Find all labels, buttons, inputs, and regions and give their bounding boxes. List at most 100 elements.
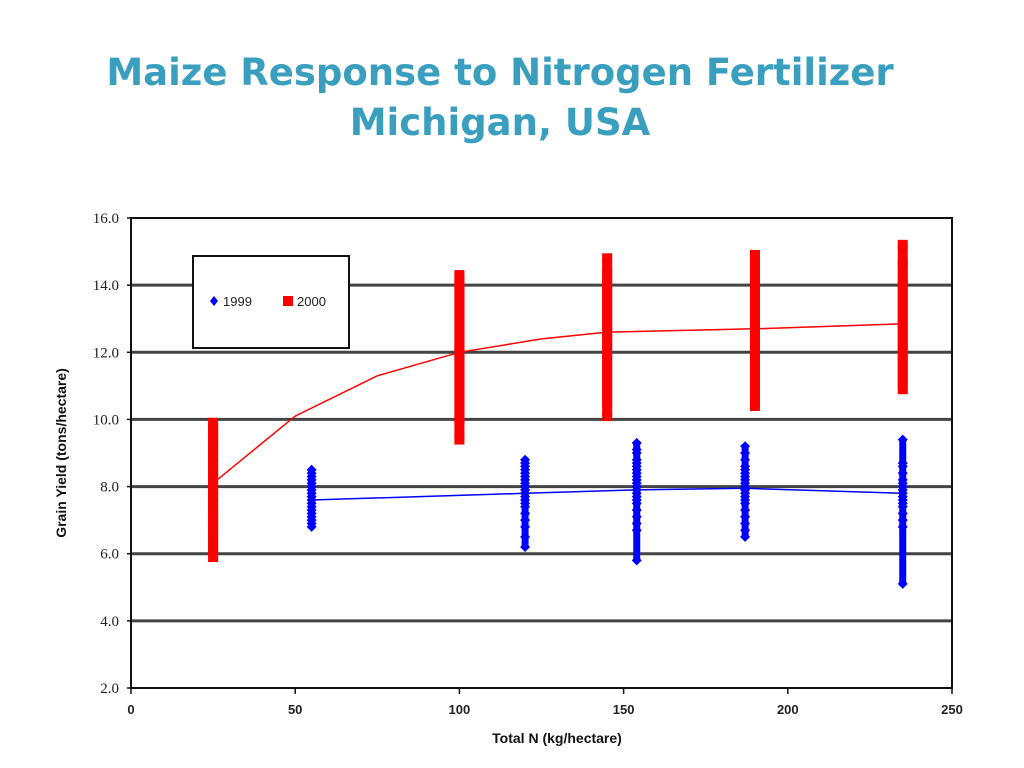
- plot-frame: [130, 217, 953, 689]
- data-point-1999: [740, 461, 751, 472]
- data-point-2000: [208, 518, 219, 529]
- data-point-1999: [631, 555, 642, 566]
- data-point-2000: [208, 525, 219, 536]
- data-point-2000: [454, 374, 465, 385]
- data-point-1999: [631, 454, 642, 465]
- data-point-2000: [208, 451, 219, 462]
- data-point-2000: [208, 444, 219, 455]
- data-point-2000: [749, 401, 760, 411]
- data-point-2000: [749, 300, 760, 311]
- trend-line-1999: [311, 487, 903, 501]
- y-tick-label: 16.0: [93, 211, 119, 227]
- data-points: [208, 239, 908, 589]
- data-point-2000: [454, 434, 465, 445]
- data-point-2000: [454, 270, 465, 281]
- data-point-1999: [740, 525, 751, 536]
- data-point-2000: [454, 310, 465, 321]
- x-axis-label: Total N (kg/hectare): [492, 730, 622, 746]
- legend-marker-1999: [210, 296, 218, 306]
- y-tick-label: 12.0: [93, 345, 119, 361]
- data-point-2000: [602, 253, 613, 264]
- trend-lines: [212, 323, 903, 501]
- data-point-1999: [897, 515, 908, 526]
- data-point-2000: [454, 290, 465, 301]
- data-point-2000: [897, 343, 908, 354]
- data-point-1999: [631, 505, 642, 516]
- data-point-2000: [749, 350, 760, 361]
- data-point-2000: [602, 377, 613, 388]
- data-point-1999: [740, 505, 751, 516]
- data-point-1999: [520, 531, 531, 542]
- data-point-2000: [749, 370, 760, 381]
- x-tick-label: 200: [777, 702, 799, 717]
- x-tick-label: 150: [613, 702, 635, 717]
- data-point-1999: [631, 444, 642, 455]
- data-point-2000: [602, 327, 613, 338]
- data-point-2000: [454, 340, 465, 351]
- data-point-2000: [454, 394, 465, 405]
- data-point-2000: [208, 437, 219, 448]
- data-point-2000: [897, 260, 908, 270]
- data-point-2000: [749, 290, 760, 301]
- data-point-2000: [749, 360, 760, 371]
- data-point-2000: [602, 276, 613, 287]
- data-point-1999: [740, 518, 751, 529]
- data-point-2000: [897, 374, 908, 385]
- data-point-2000: [749, 270, 760, 281]
- x-axis-ticks: 0 50 100 150 200 250: [127, 688, 963, 717]
- data-point-2000: [602, 296, 613, 307]
- data-point-1999: [897, 578, 908, 589]
- data-point-2000: [208, 458, 219, 469]
- data-point-2000: [208, 552, 219, 563]
- data-point-2000: [602, 367, 613, 378]
- trend-line-2000: [212, 323, 903, 484]
- data-point-1999: [897, 474, 908, 485]
- data-point-1999: [740, 531, 751, 542]
- data-point-1999: [740, 454, 751, 465]
- legend-marker-2000: [283, 296, 293, 306]
- data-point-2000: [208, 498, 219, 509]
- x-tick-label: 0: [127, 702, 134, 717]
- data-point-1999: [631, 437, 642, 448]
- data-point-2000: [454, 300, 465, 311]
- data-point-2000: [208, 491, 219, 502]
- data-point-2000: [749, 330, 760, 341]
- data-point-2000: [602, 337, 613, 348]
- y-tick-label: 10.0: [93, 412, 119, 428]
- data-point-2000: [208, 531, 219, 542]
- data-point-1999: [897, 458, 908, 469]
- data-point-1999: [306, 464, 317, 475]
- y-tick-label: 4.0: [100, 614, 119, 630]
- data-point-2000: [897, 323, 908, 334]
- data-point-2000: [602, 387, 613, 398]
- data-column-2000: [602, 258, 613, 417]
- data-point-2000: [454, 280, 465, 291]
- data-point-2000: [208, 431, 219, 442]
- title-line-2: Michigan, USA: [349, 101, 651, 144]
- title-line-1: Maize Response to Nitrogen Fertilizer: [106, 51, 894, 94]
- data-point-1999: [520, 454, 531, 465]
- data-column-2000: [749, 254, 760, 406]
- y-axis-ticks: 2.0 4.0 6.0 8.0 10.0 12.0 14.0 16.0: [93, 211, 131, 697]
- data-point-2000: [454, 404, 465, 415]
- legend-label-1999: 1999: [223, 294, 252, 309]
- data-point-2000: [208, 511, 219, 522]
- y-axis-label: Grain Yield (tons/hectare): [53, 368, 69, 538]
- data-point-1999: [897, 468, 908, 479]
- data-point-2000: [454, 330, 465, 341]
- data-point-2000: [749, 280, 760, 291]
- legend-box: [192, 255, 350, 349]
- data-point-2000: [454, 384, 465, 395]
- data-point-2000: [208, 542, 219, 552]
- data-point-1999: [631, 518, 642, 529]
- data-point-2000: [208, 424, 219, 435]
- data-point-2000: [897, 273, 908, 284]
- data-point-1999: [520, 521, 531, 532]
- data-point-2000: [208, 478, 219, 489]
- data-point-2000: [749, 320, 760, 331]
- data-point-1999: [897, 521, 908, 532]
- y-tick-label: 14.0: [93, 278, 119, 294]
- slide-title: Maize Response to Nitrogen Fertilizer Mi…: [0, 48, 1000, 148]
- data-point-1999: [520, 508, 531, 519]
